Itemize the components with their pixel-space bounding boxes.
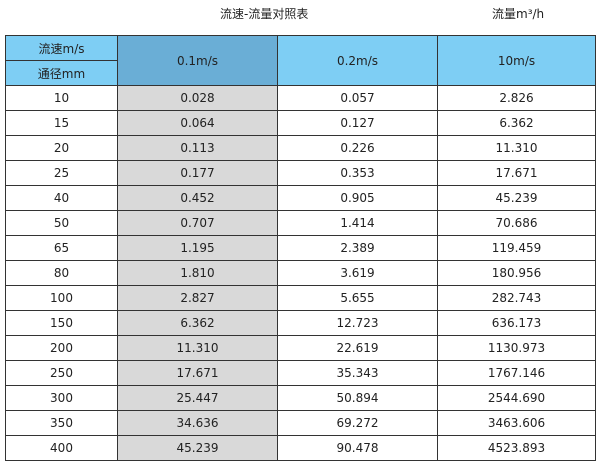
flow-table: 流速m/s 0.1m/s 0.2m/s 10m/s 通径mm 10 0.028 0.… [5, 35, 596, 461]
diameter-cell: 400 [5, 435, 118, 461]
flow-cell: 45.239 [117, 435, 278, 461]
flow-cell: 0.113 [117, 135, 278, 161]
table-row: 20 0.113 0.226 11.310 [5, 135, 596, 161]
flow-cell: 6.362 [437, 110, 596, 136]
flow-cell: 90.478 [277, 435, 438, 461]
table-row: 10 0.028 0.057 2.826 [5, 85, 596, 111]
flow-cell: 69.272 [277, 410, 438, 436]
flow-cell: 0.177 [117, 160, 278, 186]
flow-cell: 45.239 [437, 185, 596, 211]
flow-cell: 0.452 [117, 185, 278, 211]
flow-cell: 2.826 [437, 85, 596, 111]
flow-cell: 0.353 [277, 160, 438, 186]
table-row: 350 34.636 69.272 3463.606 [5, 410, 596, 436]
table-title: 流速-流量对照表 [220, 7, 309, 21]
flow-cell: 282.743 [437, 285, 596, 311]
flow-cell: 3.619 [277, 260, 438, 286]
table-row: 400 45.239 90.478 4523.893 [5, 435, 596, 461]
flow-cell: 25.447 [117, 385, 278, 411]
diameter-cell: 200 [5, 335, 118, 361]
diameter-cell: 250 [5, 360, 118, 386]
diameter-label: 通径mm [5, 60, 118, 86]
table-row: 15 0.064 0.127 6.362 [5, 110, 596, 136]
diameter-cell: 20 [5, 135, 118, 161]
column-header: 0.1m/s [117, 35, 278, 86]
flow-cell: 4523.893 [437, 435, 596, 461]
diameter-cell: 100 [5, 285, 118, 311]
flow-cell: 0.064 [117, 110, 278, 136]
flow-cell: 70.686 [437, 210, 596, 236]
flow-cell: 0.028 [117, 85, 278, 111]
flow-cell: 1.414 [277, 210, 438, 236]
unit-label: 流量m³/h [492, 7, 545, 21]
flow-cell: 1.195 [117, 235, 278, 261]
column-header: 10m/s [437, 35, 596, 86]
flow-cell: 11.310 [437, 135, 596, 161]
diameter-cell: 40 [5, 185, 118, 211]
flow-cell: 2.389 [277, 235, 438, 261]
flow-cell: 1.810 [117, 260, 278, 286]
table-row: 80 1.810 3.619 180.956 [5, 260, 596, 286]
header-row: 流速m/s 0.1m/s 0.2m/s 10m/s [5, 35, 596, 86]
table-row: 100 2.827 5.655 282.743 [5, 285, 596, 311]
flow-cell: 6.362 [117, 310, 278, 336]
flow-cell: 5.655 [277, 285, 438, 311]
flow-cell: 0.057 [277, 85, 438, 111]
column-header: 0.2m/s [277, 35, 438, 86]
flow-cell: 11.310 [117, 335, 278, 361]
flow-cell: 17.671 [437, 160, 596, 186]
table-row: 40 0.452 0.905 45.239 [5, 185, 596, 211]
table-row: 25 0.177 0.353 17.671 [5, 160, 596, 186]
flow-cell: 12.723 [277, 310, 438, 336]
flow-cell: 1130.973 [437, 335, 596, 361]
flow-cell: 180.956 [437, 260, 596, 286]
flow-cell: 17.671 [117, 360, 278, 386]
diameter-cell: 300 [5, 385, 118, 411]
diameter-cell: 350 [5, 410, 118, 436]
table-row: 250 17.671 35.343 1767.146 [5, 360, 596, 386]
flow-cell: 50.894 [277, 385, 438, 411]
flow-cell: 22.619 [277, 335, 438, 361]
flow-cell: 0.707 [117, 210, 278, 236]
diameter-cell: 65 [5, 235, 118, 261]
header-row: 通径mm [5, 60, 596, 86]
flow-cell: 119.459 [437, 235, 596, 261]
flow-cell: 3463.606 [437, 410, 596, 436]
table-row: 50 0.707 1.414 70.686 [5, 210, 596, 236]
diameter-cell: 25 [5, 160, 118, 186]
table-row: 200 11.310 22.619 1130.973 [5, 335, 596, 361]
flow-cell: 0.905 [277, 185, 438, 211]
flow-cell: 0.226 [277, 135, 438, 161]
flow-cell: 2.827 [117, 285, 278, 311]
diameter-cell: 150 [5, 310, 118, 336]
flow-cell: 636.173 [437, 310, 596, 336]
flow-cell: 1767.146 [437, 360, 596, 386]
diameter-cell: 10 [5, 85, 118, 111]
table-row: 65 1.195 2.389 119.459 [5, 235, 596, 261]
table-row: 300 25.447 50.894 2544.690 [5, 385, 596, 411]
diameter-cell: 50 [5, 210, 118, 236]
diameter-cell: 80 [5, 260, 118, 286]
flow-cell: 34.636 [117, 410, 278, 436]
diameter-cell: 15 [5, 110, 118, 136]
table-row: 150 6.362 12.723 636.173 [5, 310, 596, 336]
velocity-label: 流速m/s [5, 35, 118, 61]
flow-cell: 2544.690 [437, 385, 596, 411]
flow-cell: 35.343 [277, 360, 438, 386]
flow-cell: 0.127 [277, 110, 438, 136]
